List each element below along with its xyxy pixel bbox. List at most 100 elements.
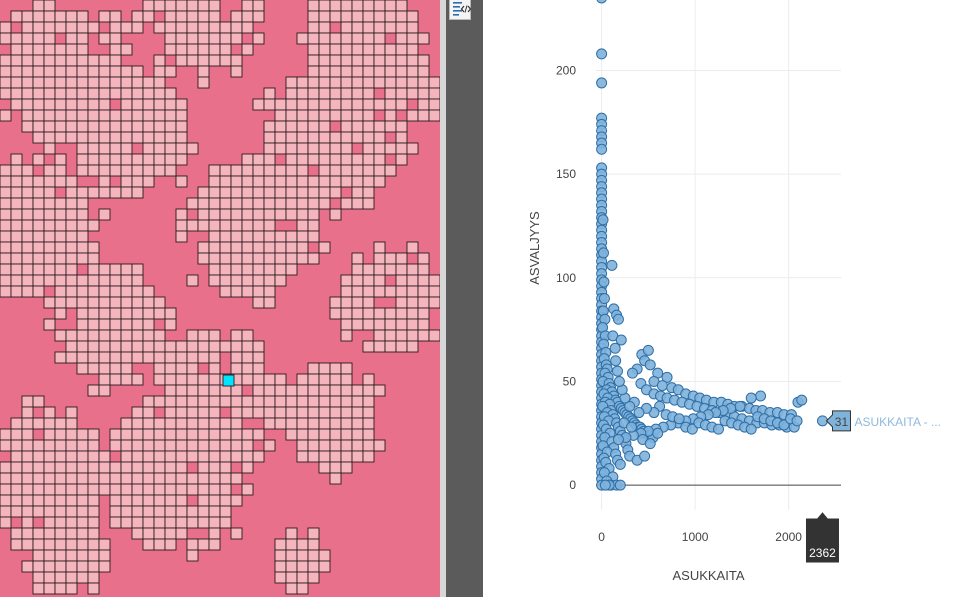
map-cell[interactable] [120,43,133,56]
map-cell[interactable] [318,120,331,133]
scatter-point[interactable] [713,423,724,435]
map-cell[interactable] [230,494,243,507]
map-cell[interactable] [219,32,232,45]
map-cell[interactable] [175,32,188,45]
scatter-point[interactable] [633,407,645,419]
map-cell[interactable] [0,241,12,254]
map-cell[interactable] [65,109,78,122]
map-cell[interactable] [384,76,397,89]
map-cell[interactable] [54,329,67,342]
map-cell[interactable] [241,153,254,166]
map-cell[interactable] [109,318,122,331]
map-cell[interactable] [252,373,265,386]
map-cell[interactable] [175,373,188,386]
map-cell[interactable] [120,516,133,529]
map-cell[interactable] [76,285,89,298]
map-cell[interactable] [384,329,397,342]
map-cell[interactable] [186,329,199,342]
map-cell[interactable] [32,241,45,254]
map-cell[interactable] [175,450,188,463]
map-cell[interactable] [417,65,430,78]
map-cell[interactable] [307,219,320,232]
map-cell[interactable] [21,43,34,56]
map-cell[interactable] [164,32,177,45]
map-cell[interactable] [373,0,386,12]
map-cell[interactable] [142,318,155,331]
map-cell[interactable] [285,164,298,177]
map-cell[interactable] [197,186,210,199]
map-cell[interactable] [0,472,12,485]
map-cell[interactable] [384,98,397,111]
map-cell[interactable] [307,208,320,221]
map-cell[interactable] [109,142,122,155]
map-cell[interactable] [142,109,155,122]
map-cell[interactable] [120,21,133,34]
map-cell[interactable] [43,428,56,441]
map-cell[interactable] [10,208,23,221]
map-cell[interactable] [32,571,45,584]
map-cell[interactable] [362,197,375,210]
map-cell[interactable] [197,340,210,353]
map-cell[interactable] [395,307,408,320]
map-cell[interactable] [109,164,122,177]
map-cell[interactable] [219,164,232,177]
map-cell[interactable] [10,98,23,111]
map-cell[interactable] [208,241,221,254]
map-cell[interactable] [208,505,221,518]
map-cell[interactable] [296,241,309,254]
map-cell[interactable] [296,384,309,397]
map-cell[interactable] [219,21,232,34]
map-cell[interactable] [197,0,210,12]
map-cell[interactable] [296,32,309,45]
map-cell[interactable] [98,54,111,67]
map-cell[interactable] [274,230,287,243]
map-cell[interactable] [153,362,166,375]
map-cell[interactable] [362,142,375,155]
map-cell[interactable] [54,230,67,243]
map-cell[interactable] [32,483,45,496]
map-cell[interactable] [175,428,188,441]
map-cell[interactable] [87,274,100,287]
map-cell[interactable] [373,32,386,45]
map-cell[interactable] [32,263,45,276]
map-cell[interactable] [406,318,419,331]
map-cell[interactable] [208,373,221,386]
map-cell[interactable] [285,571,298,584]
map-cell[interactable] [252,340,265,353]
map-cell[interactable] [307,373,320,386]
map-cell[interactable] [307,32,320,45]
map-cell[interactable] [362,186,375,199]
map-cell[interactable] [263,373,276,386]
map-cell[interactable] [54,109,67,122]
map-cell[interactable] [318,450,331,463]
map-cell[interactable] [54,65,67,78]
map-cell[interactable] [186,32,199,45]
map-cell[interactable] [197,32,210,45]
map-cell[interactable] [241,0,254,12]
map-cell[interactable] [109,483,122,496]
map-cell[interactable] [296,230,309,243]
map-cell[interactable] [241,10,254,23]
map-cell[interactable] [65,274,78,287]
map-cell[interactable] [384,65,397,78]
map-cell[interactable] [76,472,89,485]
map-cell[interactable] [10,450,23,463]
map-cell[interactable] [142,87,155,100]
map-cell[interactable] [285,208,298,221]
map-cell[interactable] [230,65,243,78]
map-cell[interactable] [351,450,364,463]
map-cell[interactable] [208,21,221,34]
map-cell[interactable] [241,274,254,287]
map-cell[interactable] [296,109,309,122]
map-cell[interactable] [406,307,419,320]
map-cell[interactable] [307,230,320,243]
map-cell[interactable] [54,241,67,254]
map-cell[interactable] [0,76,12,89]
scatter-point[interactable] [626,421,638,433]
map-cell[interactable] [0,461,12,474]
map-cell[interactable] [186,395,199,408]
map-cell[interactable] [340,175,353,188]
map-cell[interactable] [131,527,144,540]
map-cell[interactable] [318,406,331,419]
map-cell[interactable] [373,10,386,23]
